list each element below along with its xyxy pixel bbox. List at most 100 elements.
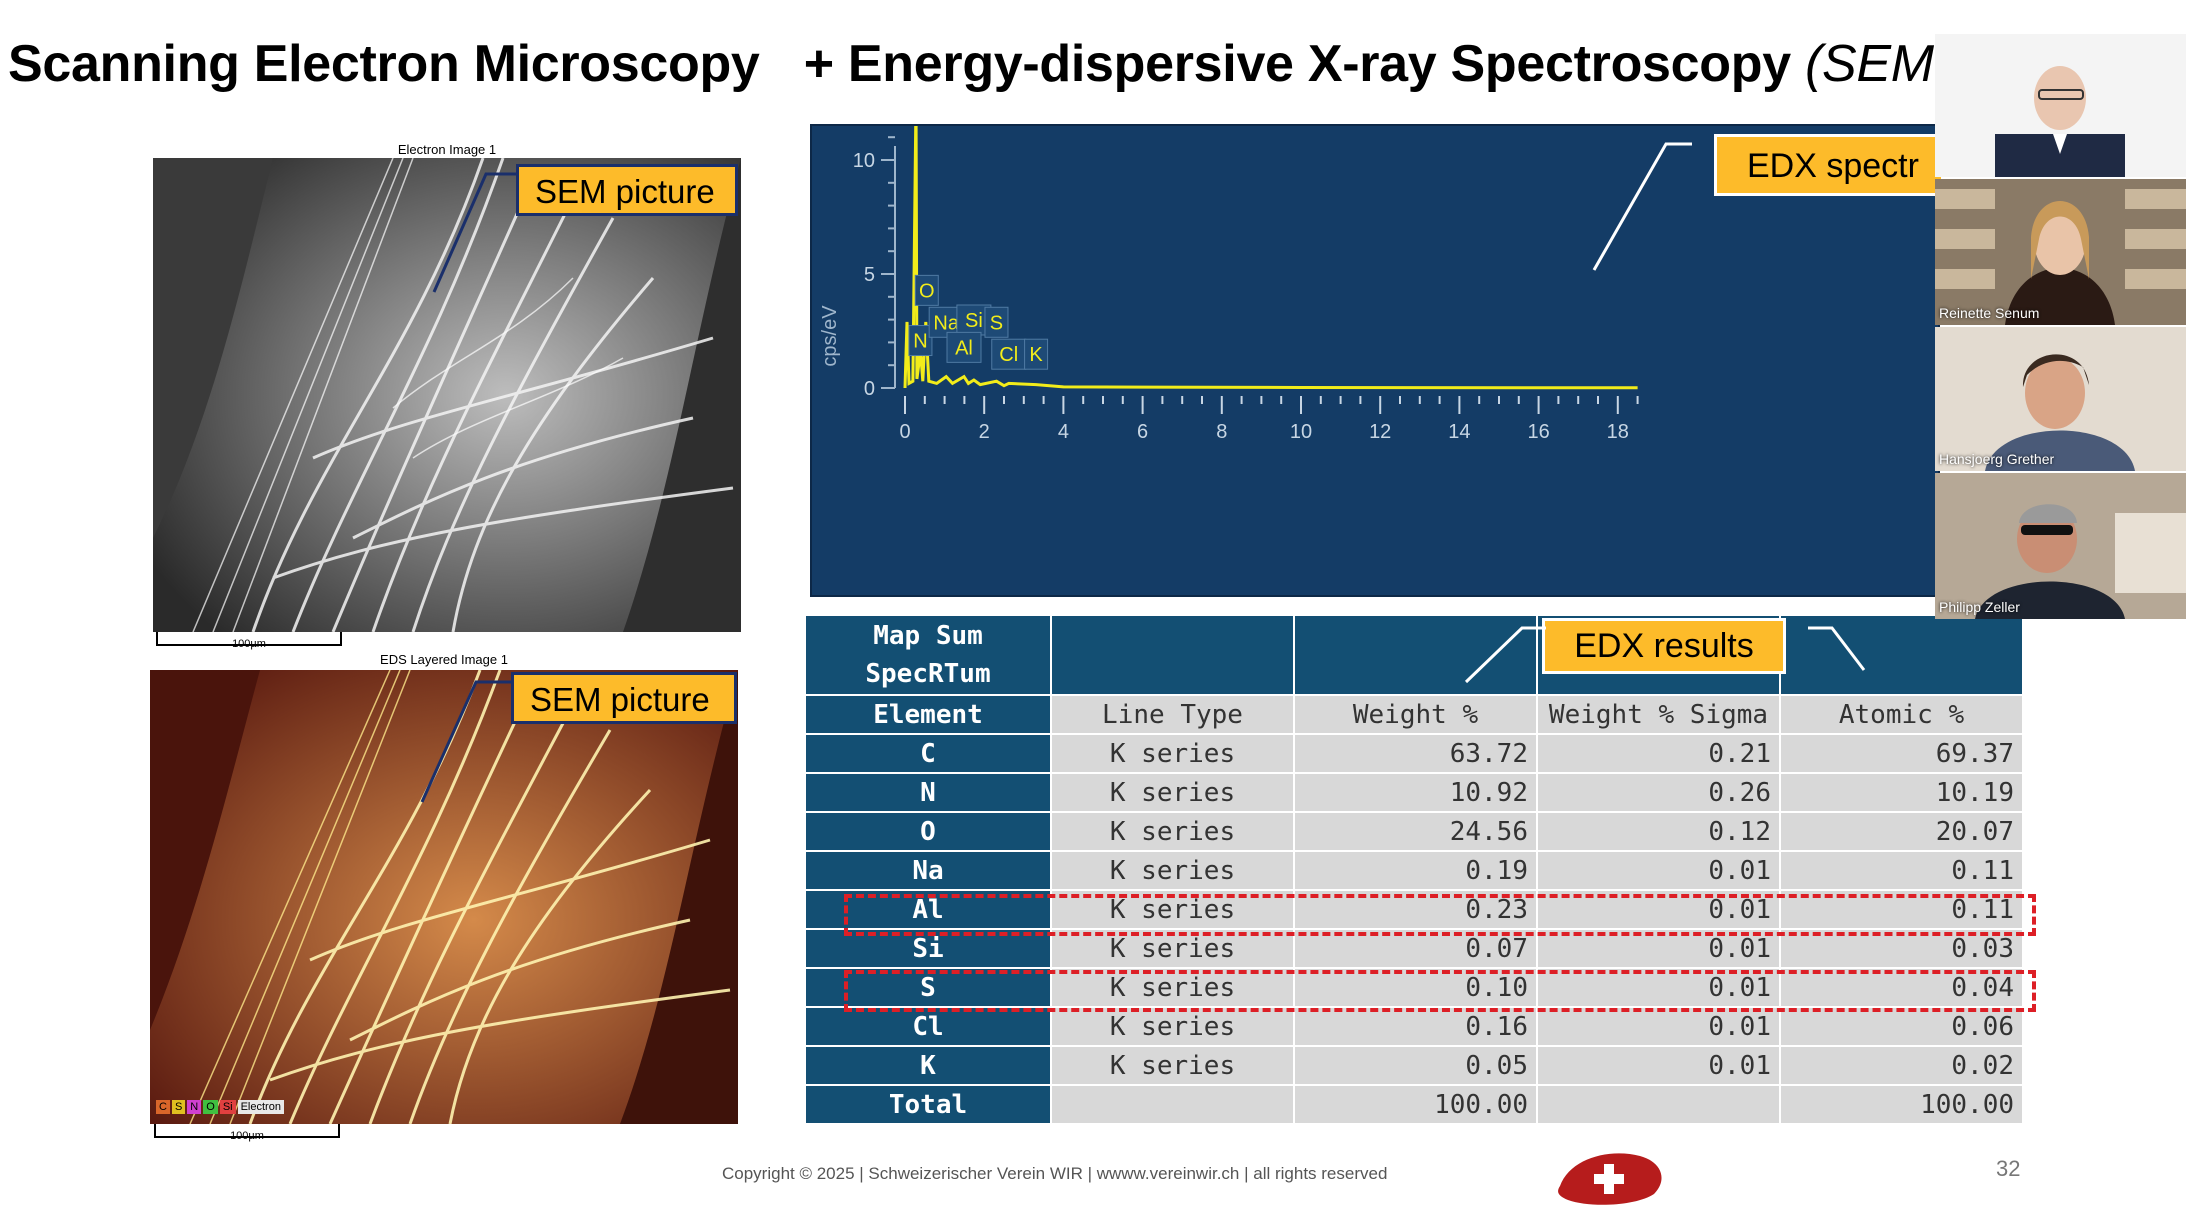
swiss-logo (1550, 1146, 1670, 1213)
peak-label-s: S (990, 312, 1003, 334)
column-header: Element (806, 696, 1050, 733)
total-cell: 100.00 (1295, 1086, 1536, 1123)
column-header: Weight % Sigma (1538, 696, 1779, 733)
eds-legend: C S N O Si Electron (156, 1100, 284, 1114)
legend-n: N (187, 1100, 202, 1114)
highlight-s-row (844, 970, 2036, 1012)
footer-copyright: Copyright © 2025 | Schweizerischer Verei… (722, 1164, 1388, 1183)
element-cell: Na (806, 852, 1050, 889)
scale-label-2: 100µm (230, 1130, 264, 1142)
value-cell: 0.01 (1538, 1008, 1779, 1045)
peak-label-box (946, 331, 982, 363)
table-row: Na K series 0.19 0.01 0.11 (806, 852, 2022, 889)
value-cell: K series (1052, 1008, 1293, 1045)
highlight-al-row (844, 894, 2036, 936)
column-header: Weight % (1295, 696, 1536, 733)
value-cell: K series (1052, 813, 1293, 850)
peak-label-si: Si (965, 310, 983, 332)
slide-title: Scanning Electron Microscopy + Energy-di… (8, 34, 1934, 94)
scale-bar-1 (156, 632, 342, 646)
value-cell: K series (1052, 735, 1293, 772)
x-tick-label: 0 (899, 421, 910, 443)
value-cell: 0.03 (1781, 930, 2022, 967)
edx-spectrum-label: EDX spectr (1714, 134, 1944, 196)
participant-name-3: Hansjoerg Grether (1939, 451, 2055, 467)
legend-o: O (203, 1100, 218, 1114)
y-tick-label: 10 (853, 150, 875, 172)
video-tile-philipp[interactable]: Philipp Zeller (1935, 473, 2186, 619)
peak-label-box (908, 325, 933, 357)
edx-results-table: Map Sum SpecRTum Element Line Type Weight … (804, 614, 2024, 1125)
total-cell (1052, 1086, 1293, 1123)
x-tick-label: 2 (979, 421, 990, 443)
title-plus: + Energy-dispersive X-ray Spectroscopy (803, 35, 1791, 93)
value-cell: K series (1052, 852, 1293, 889)
value-cell: 0.01 (1538, 969, 1779, 1006)
legend-c: C (156, 1100, 170, 1114)
value-cell: K series (1052, 774, 1293, 811)
video-tile-reinette[interactable]: Reinette Senum (1935, 179, 2186, 325)
value-cell: 20.07 (1781, 813, 2022, 850)
table-row: Si K series 0.07 0.01 0.03 (806, 930, 2022, 967)
electron-image-caption: Electron Image 1 (397, 142, 497, 157)
element-cell: Si (806, 930, 1050, 967)
value-cell: K series (1052, 1047, 1293, 1084)
table-row: Cl K series 0.16 0.01 0.06 (806, 1008, 2022, 1045)
value-cell: K series (1052, 969, 1293, 1006)
element-cell: O (806, 813, 1050, 850)
value-cell: 63.72 (1295, 735, 1536, 772)
value-cell: 0.26 (1538, 774, 1779, 811)
video-tile-hansjoerg[interactable]: Hansjoerg Grether (1935, 327, 2186, 471)
page-number: 32 (1996, 1156, 2021, 1181)
value-cell: 0.10 (1295, 969, 1536, 1006)
value-cell: 0.19 (1295, 852, 1536, 889)
y-tick-label: 5 (864, 264, 875, 286)
element-cell: N (806, 774, 1050, 811)
element-cell: C (806, 735, 1050, 772)
legend-si: Si (219, 1100, 236, 1114)
sem-picture-label-2: SEM picture (511, 672, 737, 724)
value-cell: 0.05 (1295, 1047, 1536, 1084)
participant-name-4: Philipp Zeller (1939, 599, 2020, 615)
spectrum-ylabel: cps/eV (819, 305, 841, 367)
peak-label-n: N (913, 331, 927, 353)
value-cell: 0.07 (1295, 930, 1536, 967)
x-tick-label: 14 (1448, 421, 1470, 443)
header-blank-1 (1052, 616, 1293, 694)
value-cell: 0.11 (1781, 852, 2022, 889)
peak-label-box (984, 306, 1009, 338)
value-cell: 0.12 (1538, 813, 1779, 850)
x-tick-label: 18 (1607, 421, 1629, 443)
eds-image-caption: EDS Layered Image 1 (380, 652, 508, 667)
legend-electron: Electron (237, 1100, 284, 1114)
eds-layered-image (150, 670, 738, 1124)
x-tick-label: 8 (1216, 421, 1227, 443)
peak-label-o: O (919, 280, 935, 302)
peak-label-al: Al (955, 337, 973, 359)
peak-label-k: K (1029, 344, 1043, 366)
x-tick-label: 10 (1290, 421, 1312, 443)
total-label: Total (806, 1086, 1050, 1123)
value-cell: K series (1052, 930, 1293, 967)
video-tile-presenter[interactable] (1935, 34, 2186, 177)
sem-picture-label-1: SEM picture (516, 164, 738, 216)
value-cell: 0.01 (1538, 852, 1779, 889)
electron-image (153, 158, 741, 632)
column-header: Line Type (1052, 696, 1293, 733)
value-cell: 10.19 (1781, 774, 2022, 811)
y-tick-label: 0 (864, 378, 875, 400)
peak-label-na: Na (933, 312, 959, 334)
scale-label-1: 100µm (232, 638, 266, 650)
total-cell (1538, 1086, 1779, 1123)
x-tick-label: 4 (1058, 421, 1069, 443)
element-cell: K (806, 1047, 1050, 1084)
value-cell: 24.56 (1295, 813, 1536, 850)
participant-name-2: Reinette Senum (1939, 305, 2040, 321)
title-main: Scanning Electron Microscopy (8, 35, 760, 93)
total-cell: 100.00 (1781, 1086, 2022, 1123)
